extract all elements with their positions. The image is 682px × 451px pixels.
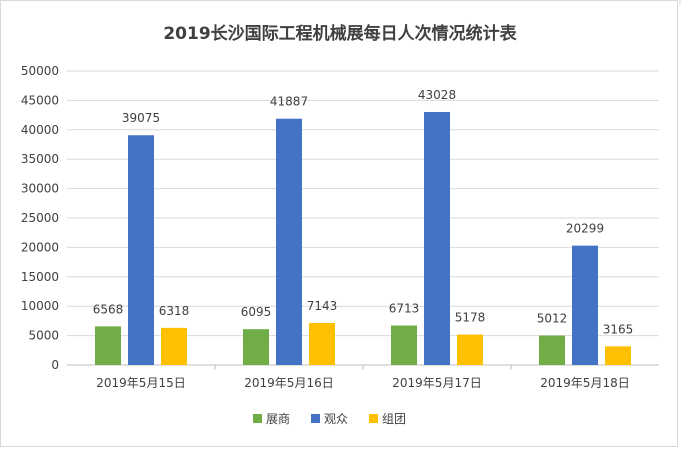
y-tick-label: 40000 bbox=[21, 123, 59, 137]
x-category-label: 2019年5月17日 bbox=[392, 376, 481, 390]
bar[interactable] bbox=[424, 111, 450, 365]
data-label: 20299 bbox=[566, 222, 604, 236]
gridlines bbox=[67, 70, 659, 366]
y-axis-ticks: 0 5000 10000 15000 20000 25000 30000 35000 40000… bbox=[21, 64, 59, 372]
x-category-label: 2019年5月18日 bbox=[540, 376, 629, 390]
legend-swatch bbox=[253, 414, 262, 423]
x-category-label: 2019年5月16日 bbox=[244, 376, 333, 390]
data-label: 6713 bbox=[389, 302, 420, 316]
data-label: 5012 bbox=[537, 312, 568, 326]
legend-label: 组团 bbox=[382, 412, 406, 426]
y-tick-label: 20000 bbox=[21, 240, 59, 254]
data-label: 41887 bbox=[270, 95, 308, 109]
data-label: 5178 bbox=[455, 311, 486, 325]
data-label: 39075 bbox=[122, 111, 160, 125]
x-category-label: 2019年5月15日 bbox=[96, 376, 185, 390]
bar[interactable] bbox=[161, 327, 187, 365]
legend[interactable]: 展商 观众 组团 bbox=[253, 411, 406, 426]
legend-label: 观众 bbox=[324, 412, 348, 426]
x-axis-categories: 2019年5月15日 2019年5月16日 2019年5月17日 2019年5月18日 bbox=[96, 365, 630, 390]
y-tick-label: 5000 bbox=[28, 329, 59, 343]
bar[interactable] bbox=[276, 118, 302, 365]
legend-label: 展商 bbox=[266, 411, 290, 426]
data-label: 6318 bbox=[159, 304, 190, 318]
data-label: 6095 bbox=[241, 305, 272, 319]
y-tick-label: 0 bbox=[51, 358, 59, 372]
bar[interactable] bbox=[605, 346, 631, 365]
y-tick-label: 10000 bbox=[21, 299, 59, 313]
data-label: 43028 bbox=[418, 88, 456, 102]
legend-swatch bbox=[369, 414, 378, 423]
data-label: 6568 bbox=[93, 302, 124, 316]
data-label: 7143 bbox=[307, 299, 338, 313]
bar[interactable] bbox=[309, 322, 335, 365]
bar[interactable] bbox=[539, 335, 565, 365]
y-tick-label: 45000 bbox=[21, 93, 59, 107]
y-tick-label: 35000 bbox=[21, 152, 59, 166]
chart-title: 2019长沙国际工程机械展每日人次情况统计表 bbox=[163, 23, 517, 44]
data-label: 3165 bbox=[603, 322, 634, 336]
bar[interactable] bbox=[457, 334, 483, 365]
bars bbox=[95, 111, 631, 365]
bar[interactable] bbox=[95, 326, 121, 365]
bar[interactable] bbox=[572, 245, 598, 365]
bar[interactable] bbox=[391, 325, 417, 365]
y-tick-label: 25000 bbox=[21, 211, 59, 225]
data-labels: 6568 39075 6318 6095 41887 7143 6713 43028 5178 5… bbox=[93, 88, 634, 336]
y-tick-label: 30000 bbox=[21, 182, 59, 196]
bar[interactable] bbox=[128, 135, 154, 365]
legend-swatch bbox=[311, 414, 320, 423]
y-tick-label: 50000 bbox=[21, 64, 59, 78]
y-tick-label: 15000 bbox=[21, 270, 59, 284]
bar[interactable] bbox=[243, 329, 269, 365]
